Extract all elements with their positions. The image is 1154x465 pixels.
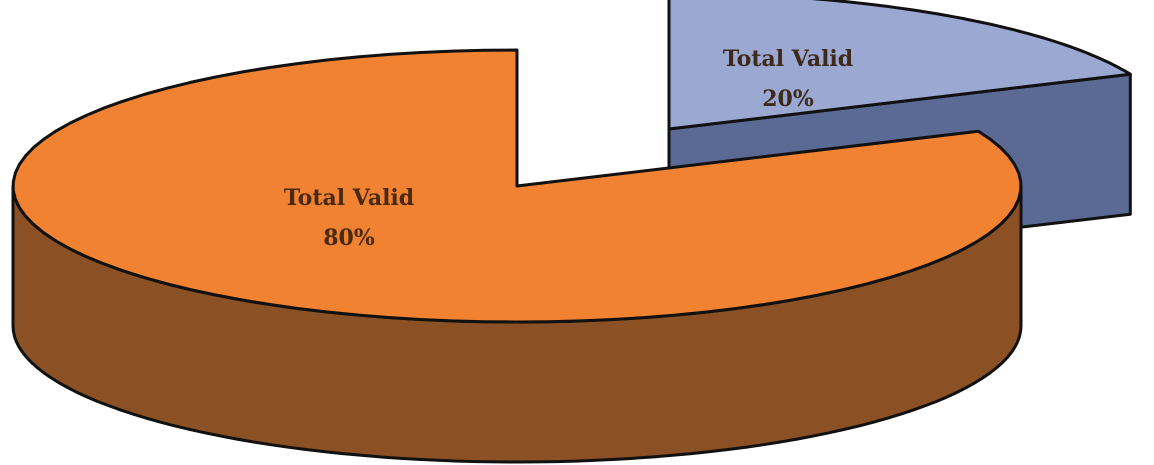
slice-percent-1: 80%	[323, 225, 375, 251]
slice-label-1: Total Valid	[284, 185, 414, 211]
pie-slice-top-1	[11, 48, 1023, 324]
slice-label-2: Total Valid	[723, 46, 853, 72]
slice-layer	[11, 0, 1132, 464]
pie-slice-1	[11, 48, 1023, 464]
slice-percent-2: 20%	[762, 86, 814, 112]
pie-slice-top-2	[667, 0, 1132, 131]
label-layer: Total Valid 80% Total Valid 20%	[284, 46, 853, 251]
